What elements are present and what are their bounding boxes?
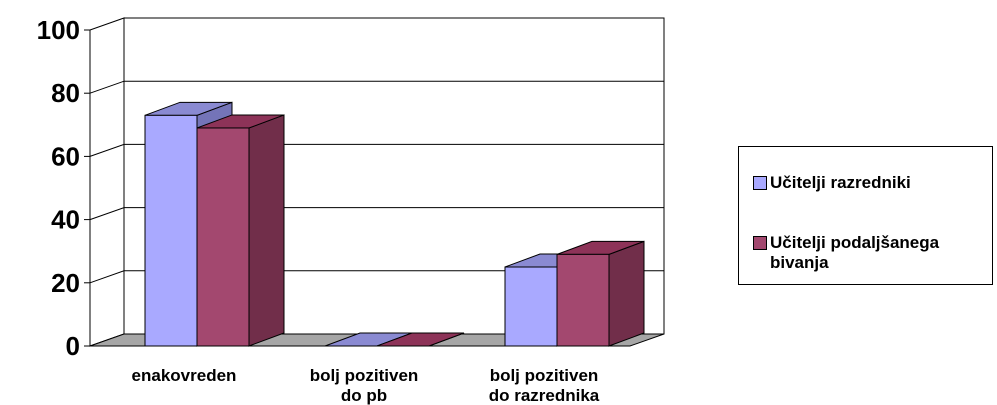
x-tick-label-1-line-0: bolj pozitiven [310,366,419,385]
bar-side [248,114,285,347]
gridline-20 [89,270,664,284]
legend-item-razredniki: Učitelji razredniki [753,173,911,193]
y-tick-label-40: 40 [51,205,80,235]
legend-label-razredniki: Učitelji razredniki [770,173,911,192]
legend-label-podaljsano-bivanje: Učitelji podaljšanega bivanja [770,233,939,273]
gridline-40 [89,207,664,221]
legend-label-line-1: Učitelji podaljšanega [770,233,940,252]
x-tick-label-1-line-1: do pb [341,386,387,405]
y-tick-label-80: 80 [51,78,80,108]
legend-swatch-podaljsano-bivanje [753,236,767,250]
bar-podaljsano-bivanje-1 [376,332,465,347]
y-tick-label-60: 60 [51,141,80,171]
legend-label-line-2: bivanja [770,253,829,272]
x-tick-label-2-line-0: bolj pozitiven [490,366,599,385]
bar-top [376,332,465,347]
side-wall [89,17,125,347]
gridline-60 [89,143,664,157]
y-tick-label-0: 0 [66,331,80,361]
bar-front [144,114,198,347]
legend: Učitelji razredniki Učitelji podaljšaneg… [738,146,993,285]
y-axis-ticks: 0 20 40 60 80 100 [37,15,90,361]
gridline-80 [89,80,664,94]
gridlines [89,80,664,284]
bar-front [504,266,558,347]
bar-podaljsano-bivanje-0 [196,114,285,347]
bar-front [556,253,610,347]
bar-podaljsano-bivanje-2 [556,240,645,347]
x-tick-label-2-line-1: do razrednika [489,386,600,405]
bar-front [196,127,250,347]
legend-swatch-razredniki [753,176,767,190]
y-tick-label-20: 20 [51,268,80,298]
bars [144,101,645,347]
y-tick-label-100: 100 [37,15,80,45]
bar-side [608,240,645,347]
legend-item-podaljsano-bivanje: Učitelji podaljšanega bivanja [753,233,939,273]
x-tick-label-0: enakovreden [132,366,237,385]
